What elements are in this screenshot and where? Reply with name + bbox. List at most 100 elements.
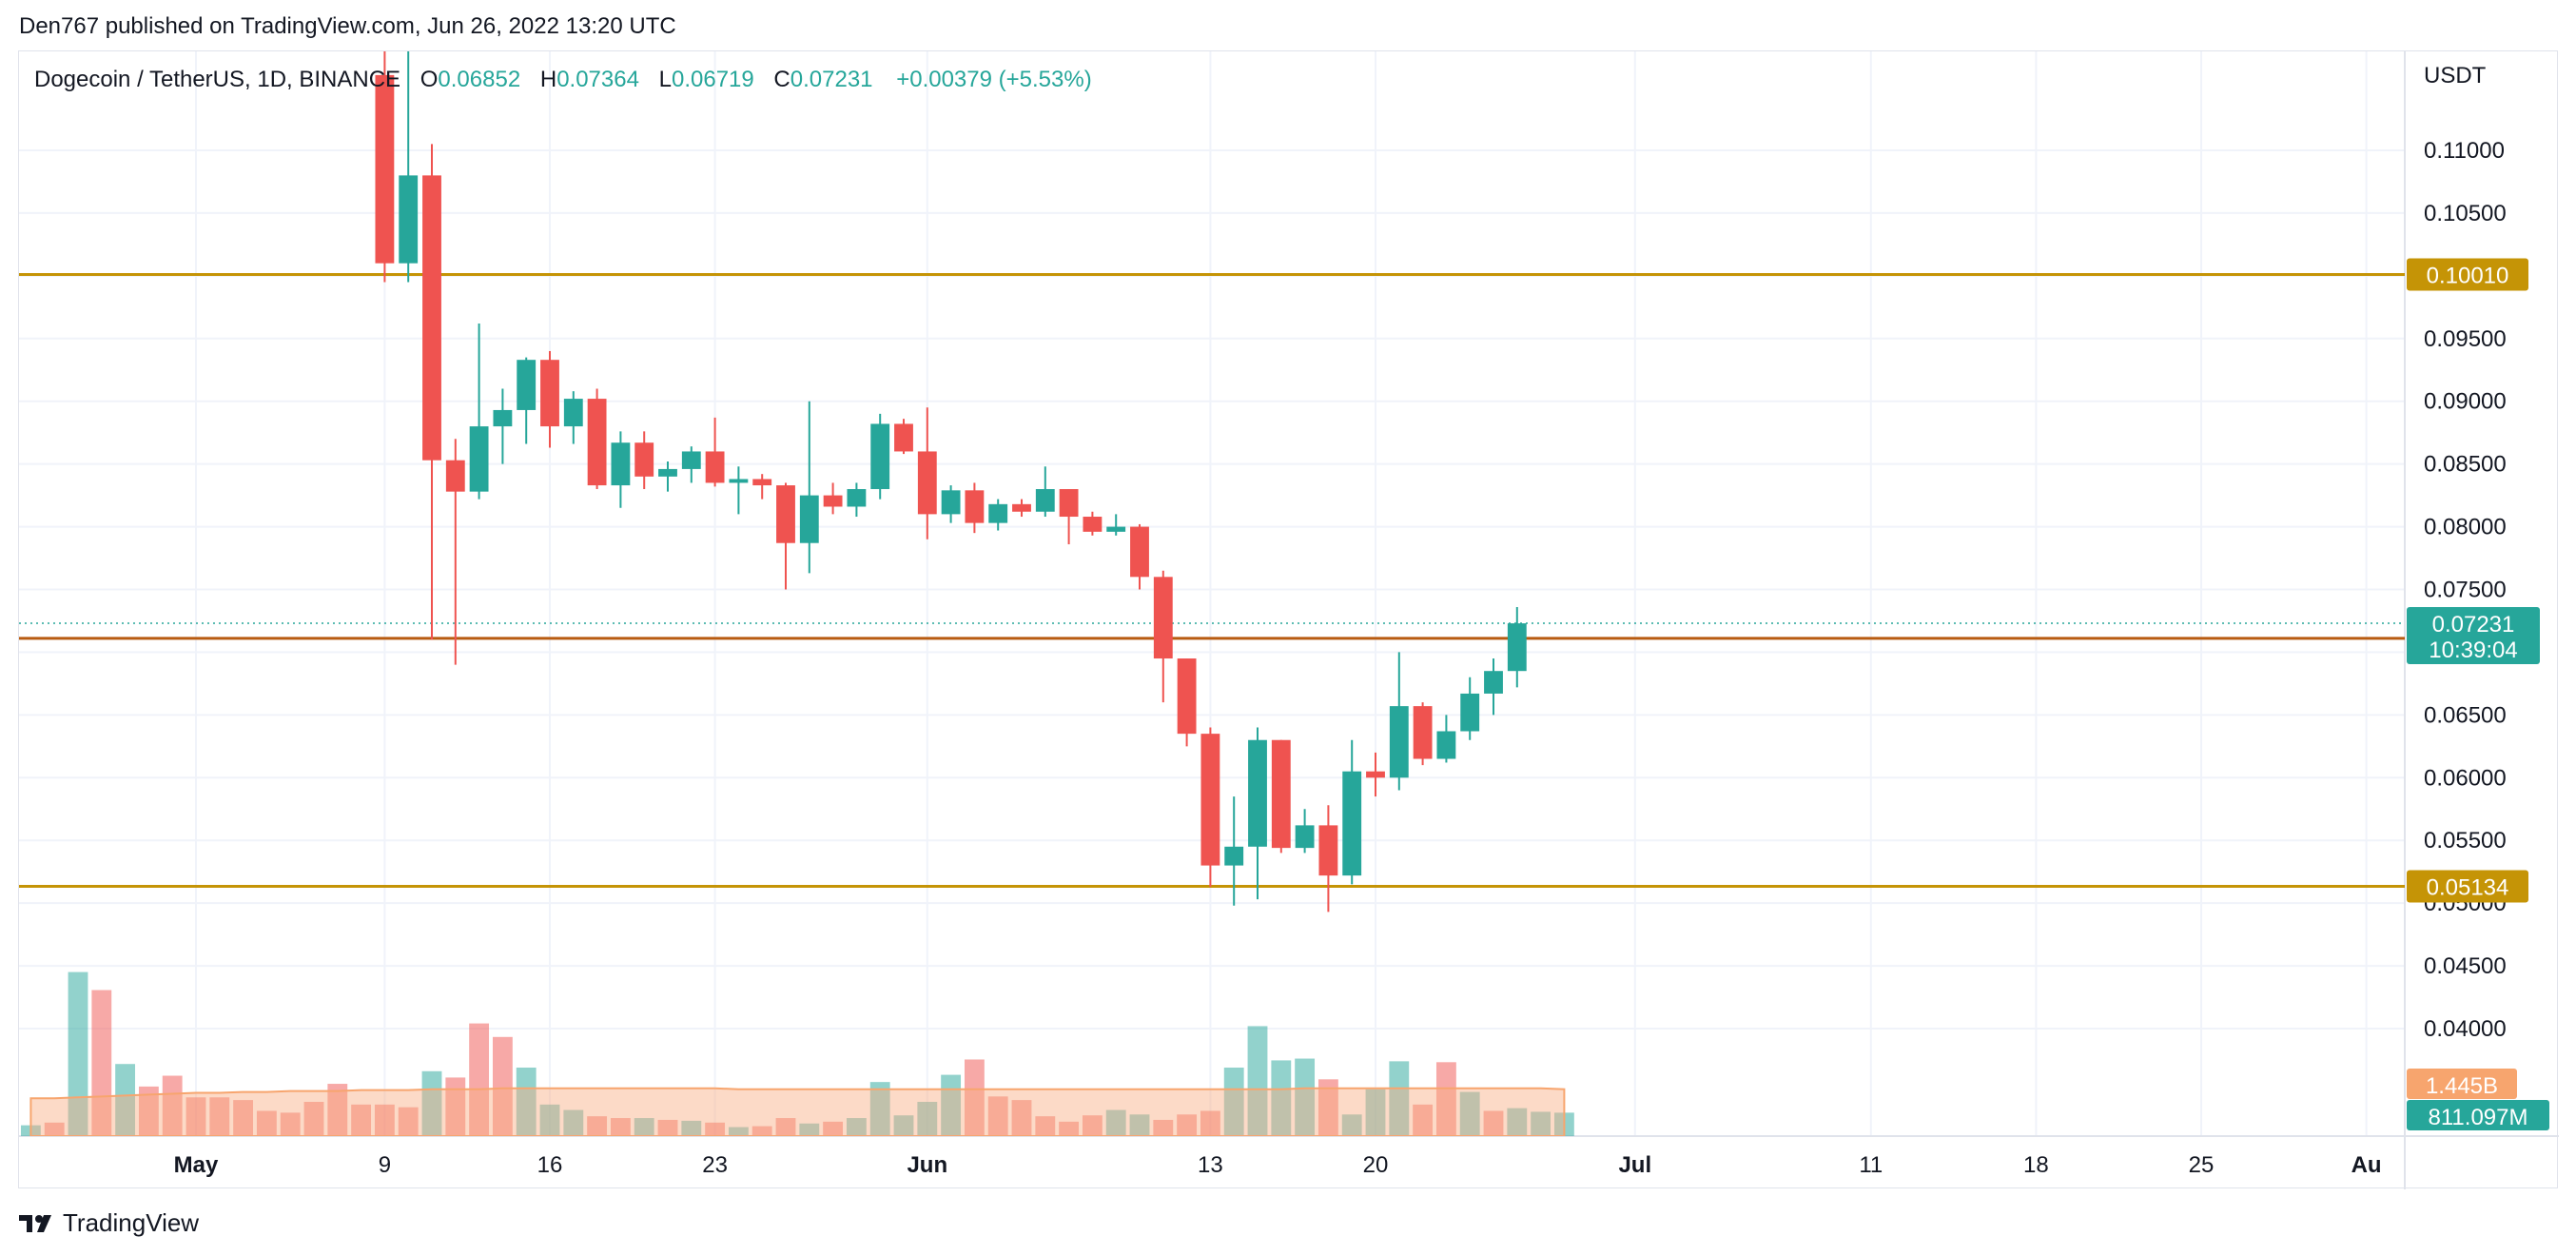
- chart-area[interactable]: 0.04000 0.04500 0.05000 0.05500 0.06000 0.065…: [18, 50, 2559, 1189]
- candle-body: [752, 479, 772, 486]
- candle-body: [1153, 577, 1173, 659]
- volume-bar: [705, 1122, 726, 1136]
- candle-body: [1035, 489, 1055, 512]
- brand-footer[interactable]: TradingView: [19, 1208, 199, 1238]
- time-tick-label: Au: [2352, 1152, 2382, 1178]
- price-tick-label: 0.04500: [2424, 953, 2507, 979]
- candles: [375, 51, 1527, 913]
- candle-body: [1389, 706, 1409, 778]
- volume-bar: [1105, 1109, 1126, 1136]
- candle-body: [705, 451, 725, 483]
- volume-bar: [563, 1109, 584, 1136]
- candle-body: [1295, 825, 1315, 849]
- resistance-badge: 0.10010: [2407, 258, 2528, 291]
- volume-bar: [1435, 1062, 1456, 1136]
- volume-bar: [1082, 1115, 1103, 1136]
- symbol-title[interactable]: Dogecoin / TetherUS, 1D, BINANCE: [34, 67, 401, 92]
- candle-body: [445, 460, 465, 492]
- candle: [988, 499, 1008, 531]
- candle: [611, 431, 631, 508]
- volume-bar: [327, 1084, 348, 1136]
- close-value: 0.07231: [790, 67, 873, 92]
- candle-body: [1248, 739, 1267, 847]
- candle-body: [1012, 503, 1031, 512]
- candle-body: [776, 485, 795, 543]
- last-price-badge-bg: [2407, 606, 2540, 664]
- volume-bar: [1341, 1114, 1362, 1136]
- volume-ma-area: [29, 1087, 1566, 1136]
- candle: [422, 144, 441, 640]
- time-tick-label: 20: [1363, 1152, 1389, 1178]
- candle: [1413, 702, 1433, 766]
- candle: [1035, 466, 1055, 518]
- price-tick-label: 0.10500: [2424, 201, 2507, 226]
- volume-bar: [823, 1121, 844, 1136]
- time-axis-labels: May 9 16 23 Jun 13 20 Jul 11 18 25 Au: [174, 1152, 2382, 1178]
- candle: [493, 388, 513, 464]
- candle: [399, 51, 419, 283]
- volume-bar: [681, 1120, 702, 1136]
- candle: [870, 413, 890, 500]
- candle-body: [988, 503, 1008, 523]
- open-label: O: [420, 67, 439, 92]
- candle-body: [1507, 623, 1527, 672]
- volume-bar: [1200, 1110, 1220, 1136]
- candle-body: [540, 360, 559, 427]
- volume-bar: [1129, 1114, 1150, 1136]
- candle: [445, 439, 465, 665]
- candle-body: [1413, 706, 1433, 759]
- price-chart[interactable]: 0.040000.045000.050000.055000.060000.065…: [19, 51, 2559, 1189]
- candle: [799, 401, 819, 574]
- volume-bar: [610, 1118, 631, 1136]
- price-tick-label: 0.05500: [2424, 828, 2507, 854]
- candle-body: [1106, 526, 1126, 532]
- volume-bar: [1413, 1104, 1434, 1136]
- time-tick-label: May: [174, 1152, 219, 1178]
- candle-body: [729, 479, 749, 483]
- low-value: 0.06719: [671, 67, 754, 92]
- volume-bar: [587, 1116, 608, 1136]
- candle: [1295, 809, 1315, 854]
- volume-bar: [138, 1086, 159, 1136]
- volume-bar: [539, 1104, 560, 1136]
- candle: [776, 482, 795, 590]
- price-tick-label: 0.04000: [2424, 1016, 2507, 1042]
- open-value: 0.06852: [438, 67, 521, 92]
- price-tick-label: 0.06000: [2424, 765, 2507, 791]
- candle-body: [611, 442, 631, 486]
- candle-body: [1224, 846, 1244, 866]
- volume-bar: [1035, 1116, 1056, 1136]
- candle-body: [1271, 739, 1291, 849]
- volume-ma-badge-text: 1.445B: [2426, 1073, 2498, 1099]
- candle: [1200, 727, 1220, 888]
- candle: [752, 474, 772, 500]
- candle-body: [634, 442, 654, 477]
- volume-last-badge: 811.097M: [2407, 1100, 2549, 1130]
- candle: [563, 391, 583, 444]
- candle-body: [847, 489, 867, 507]
- candle-body: [1130, 526, 1149, 578]
- last-price-badge-text: 10:39:04: [2429, 638, 2517, 663]
- time-tick-label: 9: [379, 1152, 391, 1178]
- volume-bar: [1271, 1060, 1292, 1136]
- time-tick-label: 13: [1198, 1152, 1223, 1178]
- low-label: L: [658, 67, 672, 92]
- volume-bar: [799, 1123, 820, 1136]
- candle: [1083, 511, 1103, 536]
- close-label: C: [773, 67, 790, 92]
- candle: [894, 419, 913, 455]
- volume-last-badge-bg: [2407, 1100, 2549, 1130]
- candle: [1224, 796, 1244, 906]
- candle-body: [870, 423, 890, 490]
- volume-bar: [469, 1023, 490, 1136]
- volume-bar: [115, 1064, 136, 1136]
- high-value: 0.07364: [556, 67, 639, 92]
- candle: [658, 461, 677, 492]
- volume-bar: [1177, 1114, 1198, 1136]
- time-tick-label: Jun: [907, 1152, 947, 1178]
- candle-body: [1177, 658, 1197, 735]
- candle-body: [517, 360, 537, 410]
- candle-body: [658, 468, 677, 477]
- volume-bar: [1153, 1119, 1174, 1136]
- candle-body: [823, 495, 843, 507]
